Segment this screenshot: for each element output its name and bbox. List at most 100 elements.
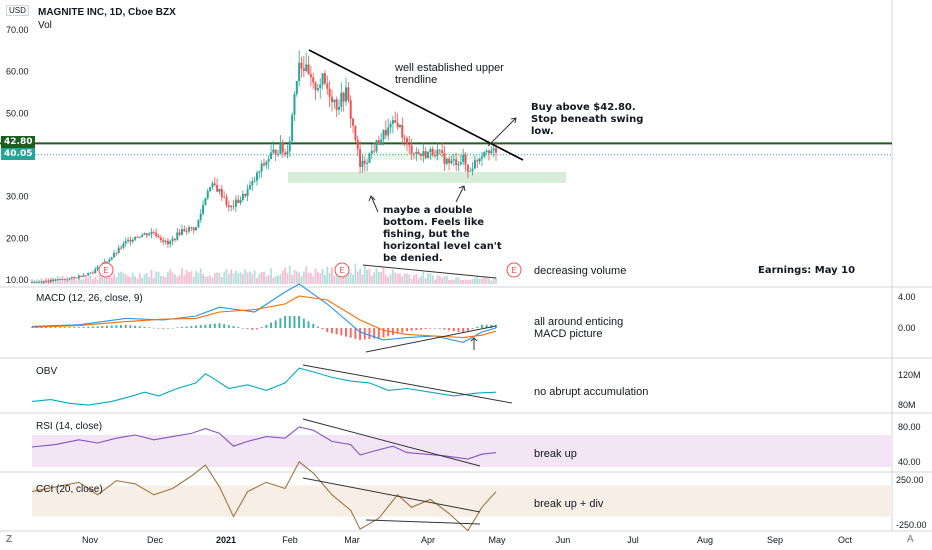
volume-bar — [408, 274, 411, 284]
volume-bar — [384, 274, 387, 284]
rsi-axis-label: 80.00 — [898, 422, 921, 432]
volume-bar — [96, 279, 99, 284]
candle-body — [333, 99, 336, 103]
volume-bar — [488, 278, 490, 284]
macd-pane-title[interactable]: MACD (12, 26, close, 9) — [36, 293, 143, 304]
macd-histogram-bar — [87, 326, 90, 328]
volume-bar — [164, 277, 167, 284]
macd-histogram-bar — [330, 328, 333, 334]
candle-body — [373, 150, 376, 152]
macd-trendline — [365, 325, 497, 353]
volume-bar — [387, 277, 390, 284]
macd-histogram-bar — [209, 324, 212, 328]
candle-body — [213, 183, 216, 185]
candle-body — [337, 106, 340, 110]
candle-body — [265, 161, 268, 166]
candle-body — [77, 275, 80, 279]
macd-axis-label: 4.00 — [898, 292, 916, 302]
volume-bar — [103, 276, 106, 284]
cci-axis-label: 250.00 — [896, 475, 924, 485]
annotation-macd: all around enticing MACD picture — [534, 316, 624, 340]
volume-bar — [279, 274, 282, 284]
volume-bar — [370, 275, 373, 284]
obv-trendline — [302, 364, 513, 404]
volume-bar — [134, 276, 137, 284]
macd-histogram-bar — [387, 328, 390, 337]
candle-body — [300, 62, 303, 69]
volume-bar — [77, 278, 80, 284]
currency-label[interactable]: USD — [6, 5, 29, 16]
obv-pane-title[interactable]: OBV — [36, 366, 58, 377]
candle-body — [42, 281, 45, 283]
price-tick-label: 30.00 — [6, 192, 29, 202]
candle-body — [420, 153, 423, 156]
volume-bar — [403, 273, 406, 284]
volume-bar — [141, 277, 144, 284]
candle-body — [450, 160, 453, 164]
candle-body — [340, 92, 343, 107]
candle-body — [473, 160, 476, 169]
macd-histogram-bar — [162, 328, 165, 329]
candle-body — [356, 140, 359, 150]
cci-pane-title[interactable]: CCI (20, close) — [36, 484, 103, 495]
candle-body — [244, 193, 247, 197]
candle-body — [155, 232, 158, 237]
volume-bar — [295, 271, 298, 284]
auto-scale-icon[interactable]: A — [907, 534, 914, 545]
macd-histogram-bar — [288, 316, 291, 328]
volume-bar — [391, 269, 394, 284]
candle-body — [476, 160, 479, 162]
candle-body — [159, 237, 162, 241]
volume-bar — [80, 279, 83, 284]
candle-body — [370, 150, 373, 154]
volume-bar — [429, 273, 432, 284]
volume-bar — [225, 269, 228, 284]
candle-body — [127, 239, 130, 242]
rsi-band — [32, 435, 892, 467]
candle-body — [38, 281, 41, 283]
symbol-title[interactable]: MAGNITE INC, 1D, Cboe BZX — [38, 7, 176, 18]
macd-histogram-bar — [302, 318, 305, 328]
volume-bar — [89, 275, 92, 284]
resistance-zone — [362, 152, 492, 160]
volume-bar — [281, 270, 284, 284]
volume-bar — [162, 276, 165, 284]
candle-body — [391, 120, 394, 124]
macd-histogram-bar — [157, 328, 160, 329]
volume-bar — [485, 277, 488, 284]
macd-histogram-bar — [199, 325, 202, 328]
macd-histogram-bar — [120, 325, 123, 328]
candle-body — [31, 282, 33, 283]
macd-histogram-bar — [241, 328, 244, 329]
rsi-axis-label: 40.00 — [898, 457, 921, 467]
candle-body — [141, 234, 144, 238]
logo-icon[interactable]: Z — [6, 534, 13, 545]
time-axis-label: May — [488, 535, 506, 545]
candle-body — [436, 149, 439, 156]
candle-body — [267, 159, 270, 162]
volume-bar — [267, 274, 270, 284]
candle-body — [176, 232, 179, 240]
volume-bar — [178, 274, 181, 284]
candle-body — [445, 158, 448, 164]
macd-histogram-bar — [59, 327, 62, 328]
volume-bar — [319, 273, 322, 284]
candle-body — [368, 153, 371, 163]
candle-body — [312, 77, 315, 83]
candle-body — [35, 282, 38, 283]
macd-histogram-bar — [382, 328, 385, 338]
candle-body — [263, 163, 265, 166]
candle-body — [330, 96, 333, 103]
macd-axis-label: 0.00 — [898, 323, 916, 333]
macd-arrow — [470, 337, 478, 350]
macd-histogram-bar — [31, 327, 33, 328]
candle-body — [136, 236, 139, 238]
volume-bar — [476, 275, 479, 284]
macd-histogram-bar — [105, 325, 108, 328]
candle-body — [115, 252, 118, 254]
candle-body — [452, 159, 455, 161]
volume-bar — [73, 277, 76, 284]
candle-body — [70, 277, 73, 279]
rsi-pane-title[interactable]: RSI (14, close) — [36, 421, 103, 432]
